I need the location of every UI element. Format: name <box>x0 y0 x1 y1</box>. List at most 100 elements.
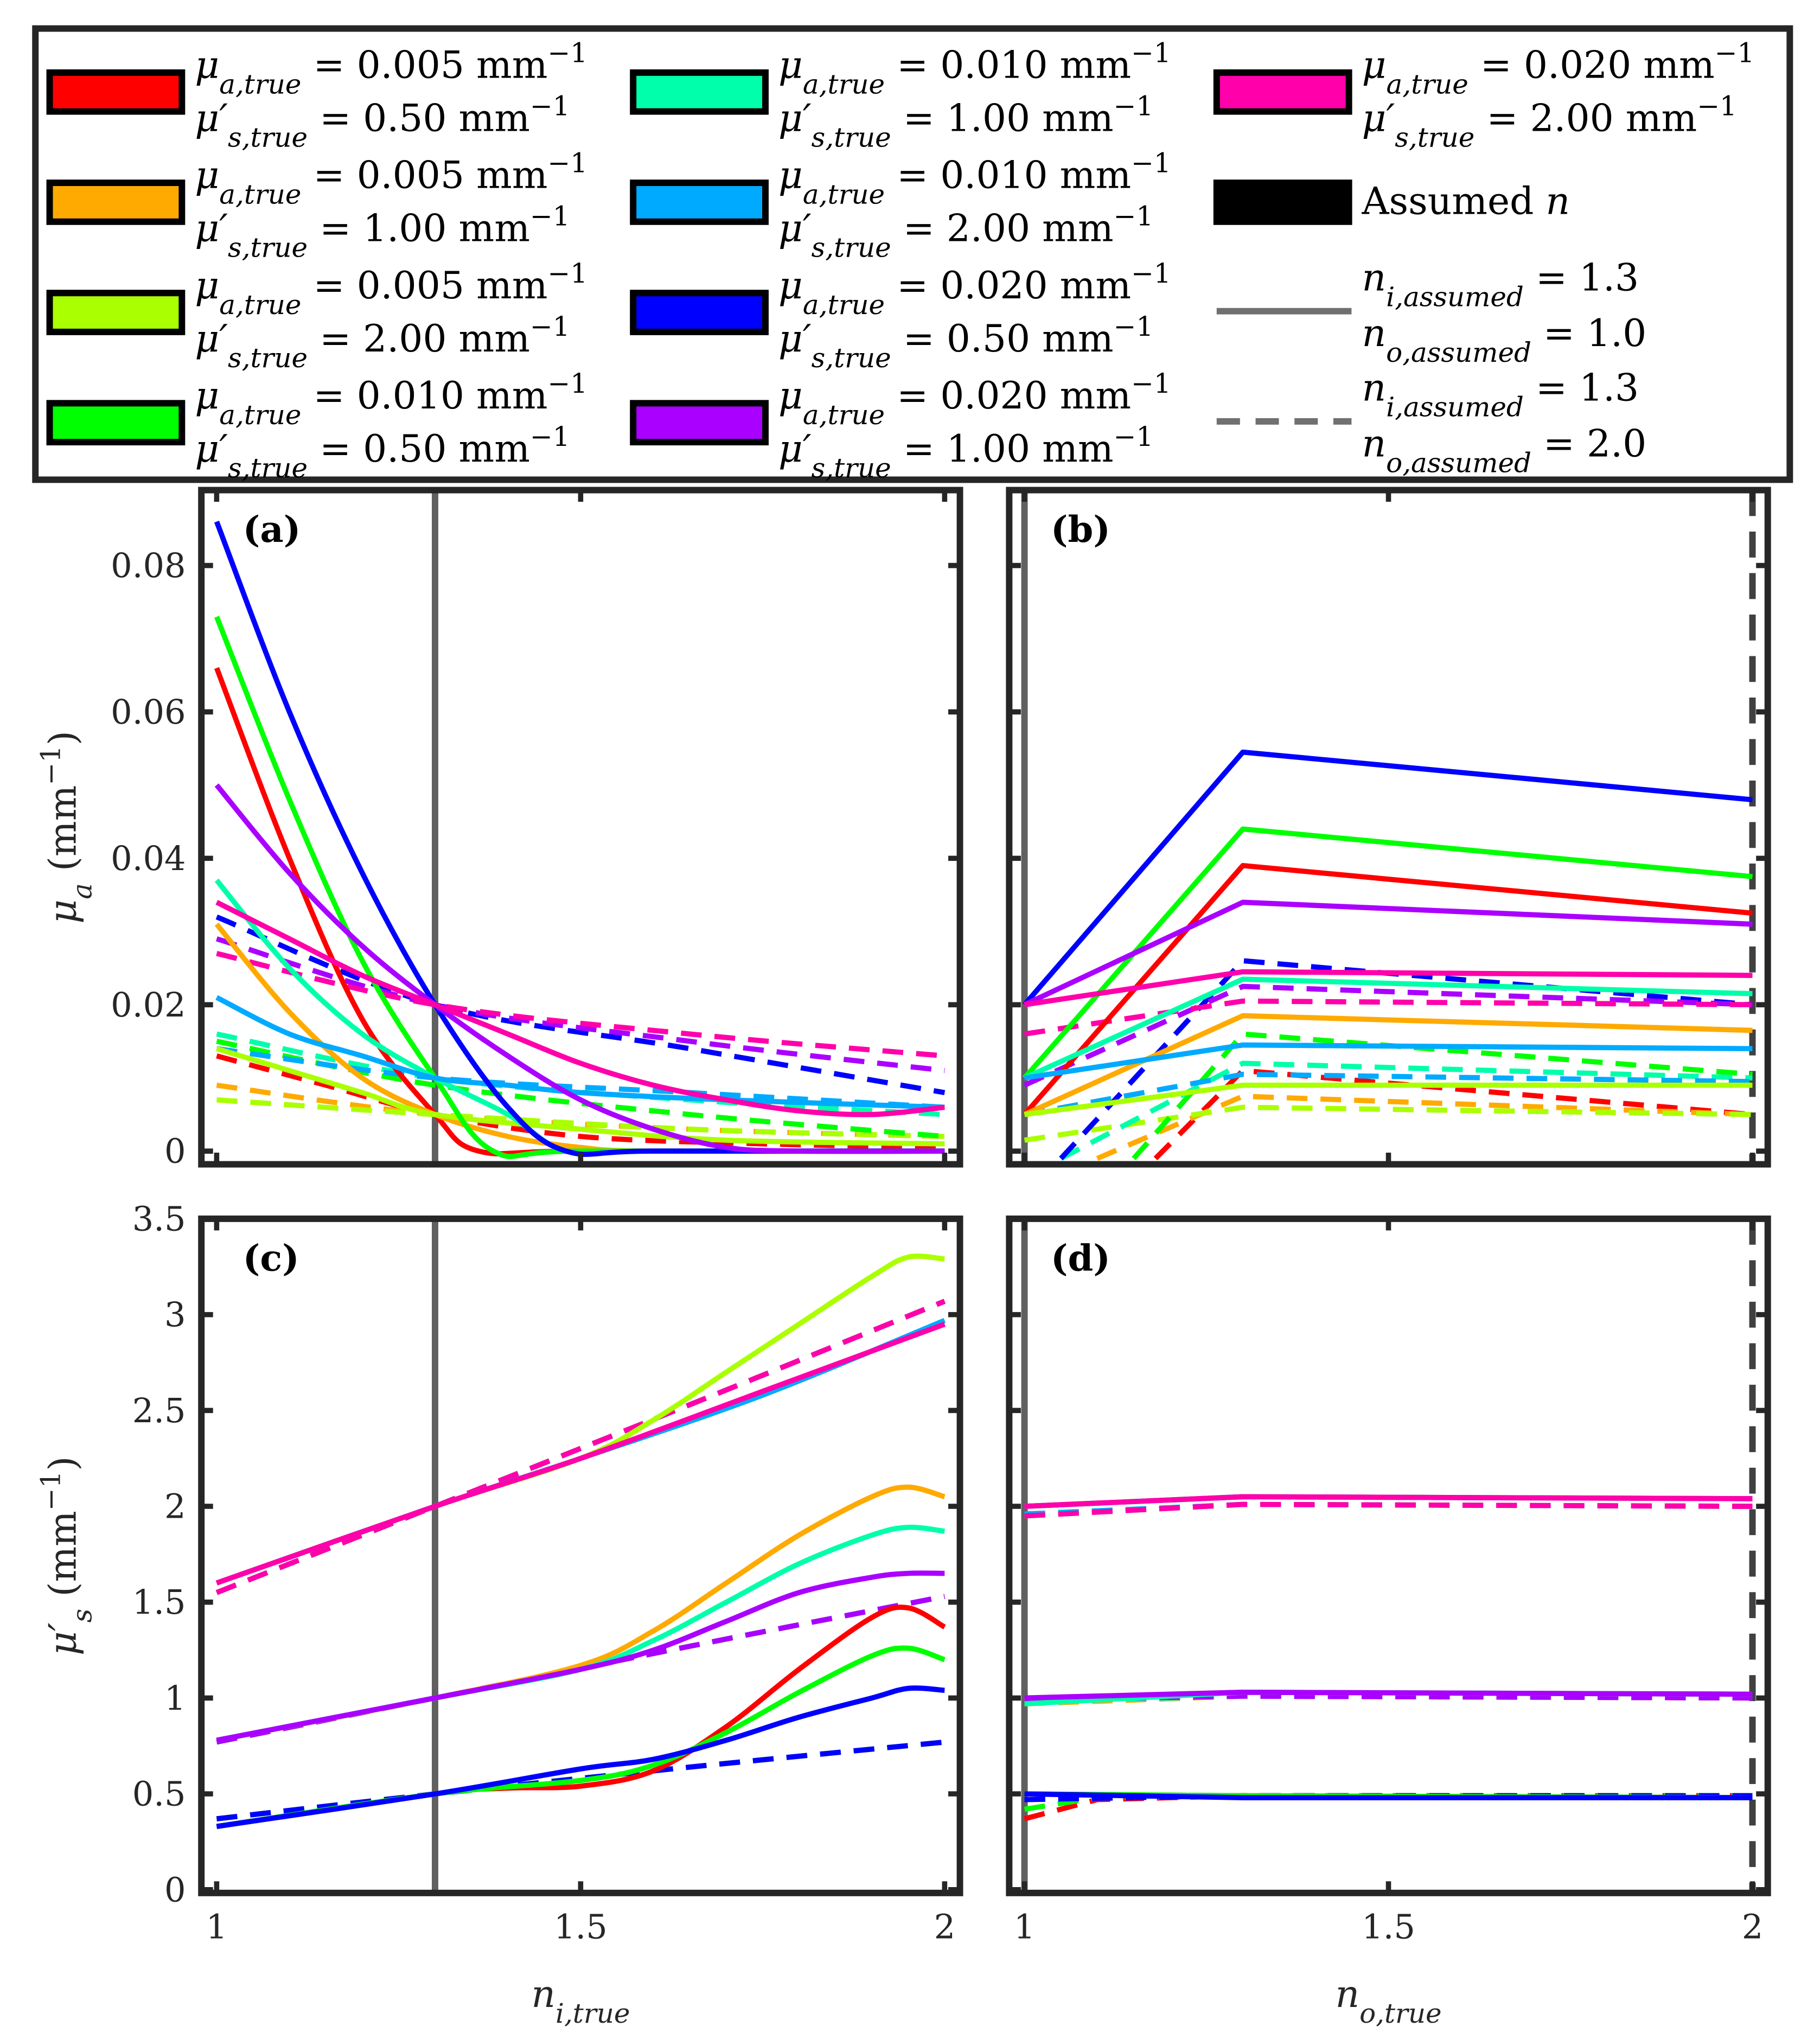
legend-mu-a: μa,true = 0.005 mm−1 <box>195 258 587 321</box>
panels: 00.020.040.060.08(a)μa (mm−1)(b)00.511.5… <box>35 487 1771 2029</box>
symbol: n <box>1362 367 1387 410</box>
series-solid-3 <box>216 1645 946 1829</box>
value: = 2.00 mm <box>1474 97 1697 140</box>
value: = 2.00 mm <box>891 207 1114 251</box>
y-tick-label: 0 <box>164 1870 186 1909</box>
superscript: −1 <box>530 421 570 452</box>
legend-mu-a: μa,true = 0.005 mm−1 <box>195 148 587 210</box>
value: = 1.3 <box>1524 367 1639 410</box>
subscript: i,assumed <box>1386 392 1524 423</box>
superscript: −1 <box>35 745 66 785</box>
subscript: s,true <box>812 122 891 153</box>
superscript: −1 <box>547 368 587 399</box>
value: = 0.005 mm <box>301 264 547 308</box>
series-dashed-8 <box>1024 1501 1753 1519</box>
y-tick-label: 1.5 <box>132 1582 186 1622</box>
y-tick-label: 0.5 <box>132 1774 186 1814</box>
series-solid-4 <box>1023 976 1753 1081</box>
series-solid-7 <box>214 783 945 1154</box>
y-tick-label: 1 <box>164 1678 186 1718</box>
series-solid-6 <box>216 1685 945 1829</box>
symbol: μ <box>778 264 803 308</box>
value: = 1.00 mm <box>891 97 1114 140</box>
panel-label: (b) <box>1051 508 1110 551</box>
axes-frame <box>1006 1215 1771 1896</box>
symbol: μ <box>778 374 803 418</box>
symbol: μ′ <box>195 427 228 471</box>
panel-c: 0 0.5 1 1.5 2 2.5 3 3.5 1 1.5 2 (c) μ′s (mm−1) ni,tru… <box>35 1199 963 2029</box>
legend-item: μa,true = 0.010 mm−1μ′s,true = 0.50 mm−1 <box>46 368 587 484</box>
symbol: μ′ <box>778 427 812 471</box>
subscript: o,assumed <box>1386 337 1531 368</box>
symbol: μ <box>41 899 85 924</box>
value: = 0.020 mm <box>885 264 1131 308</box>
symbol: μ′ <box>41 1622 85 1655</box>
plot-area <box>1021 1218 1756 1893</box>
legend-mu-a: μa,true = 0.020 mm−1 <box>778 258 1171 321</box>
series-solid-5 <box>1024 1042 1753 1081</box>
superscript: −1 <box>35 1471 66 1511</box>
value: = 1.00 mm <box>891 427 1114 471</box>
legend-swatch <box>46 400 186 446</box>
legend-swatch <box>630 69 769 115</box>
legend-item: μa,true = 0.005 mm−1μ′s,true = 1.00 mm−1 <box>46 148 587 264</box>
unit: (mm <box>41 785 85 883</box>
legend-n-i: ni,assumed = 1.3 <box>1362 256 1639 312</box>
legend-swatch <box>630 290 769 335</box>
series-solid-8 <box>1024 1494 1753 1509</box>
panel-label: (a) <box>243 508 301 551</box>
superscript: −1 <box>1131 368 1171 399</box>
subscript: a,true <box>219 179 301 210</box>
subscript: s,true <box>228 232 308 264</box>
value: = 2.0 <box>1531 422 1646 465</box>
series-dashed-3 <box>216 1038 945 1139</box>
legend-n-o: no,assumed = 2.0 <box>1362 422 1647 478</box>
value: = 0.50 mm <box>308 427 530 471</box>
y-tick-label: 0.02 <box>111 985 186 1025</box>
legend-item: μa,true = 0.020 mm−1μ′s,true = 2.00 mm−1 <box>1213 37 1754 153</box>
x-tick-label: 1.5 <box>554 1907 608 1947</box>
unit: (mm <box>41 1511 85 1608</box>
y-tick-label: 2 <box>164 1487 186 1526</box>
legend-item-dashed-line: ni,assumed = 1.3 no,assumed = 2.0 <box>1216 367 1647 478</box>
y-tick-label: 0.06 <box>111 692 186 732</box>
series-solid-2 <box>216 1046 945 1147</box>
superscript: −1 <box>1114 421 1154 452</box>
close-paren: ) <box>41 1456 85 1471</box>
series-solid-6 <box>1024 1791 1753 1800</box>
value: = 0.010 mm <box>885 43 1131 87</box>
y-tick-label: 0.08 <box>111 546 186 585</box>
symbol: n <box>1362 256 1387 299</box>
subscript: s,true <box>1395 122 1474 153</box>
series-dashed-6 <box>215 914 946 1096</box>
symbol: μ <box>195 264 219 308</box>
legend-item: μa,true = 0.005 mm−1μ′s,true = 0.50 mm−1 <box>46 37 587 153</box>
series-dashed-4 <box>1059 1060 1753 1161</box>
subscript: a,true <box>219 399 301 431</box>
legend-mu-a: μa,true = 0.020 mm−1 <box>778 368 1171 431</box>
legend-mu-s: μ′s,true = 2.00 mm−1 <box>1362 90 1737 153</box>
subscript: a,true <box>219 68 301 100</box>
x-tick-label: 1 <box>206 1907 228 1947</box>
symbol: μ′ <box>195 97 228 140</box>
x-tick-label: 2 <box>1742 1907 1764 1947</box>
symbol: μ <box>778 154 803 197</box>
legend-swatch <box>46 290 186 335</box>
subscript: o,true <box>1359 1998 1441 2029</box>
subscript: a,true <box>803 68 885 100</box>
close-paren: ) <box>41 731 85 745</box>
y-axis-label: μ′s (mm−1) <box>35 1456 98 1655</box>
series-solid-7 <box>1023 899 1753 1007</box>
legend-item: μa,true = 0.010 mm−1μ′s,true = 2.00 mm−1 <box>630 148 1171 264</box>
symbol: μ′ <box>195 207 228 251</box>
plot-area <box>1021 490 1756 1165</box>
subscript: a,true <box>219 289 301 321</box>
legend-mu-s: μ′s,true = 0.50 mm−1 <box>195 421 570 484</box>
y-tick-label: 2.5 <box>132 1391 186 1430</box>
series-solid-7 <box>216 1570 945 1743</box>
symbol: n <box>1335 1973 1359 2016</box>
plot-area <box>215 1218 946 1893</box>
series-dashed-5 <box>1024 1071 1753 1117</box>
series-solid-1 <box>216 1484 946 1743</box>
